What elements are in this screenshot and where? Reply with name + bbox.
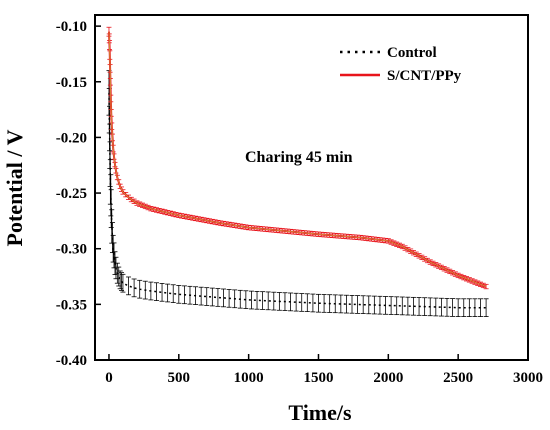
x-tick-label: 2000 [373, 370, 403, 386]
y-tick-label: -0.10 [56, 19, 87, 35]
y-tick-label: -0.25 [56, 186, 87, 202]
legend: Control S/CNT/PPy [340, 45, 462, 84]
y-tick-label: -0.15 [56, 75, 87, 91]
x-tick-label: 2500 [443, 370, 473, 386]
series-line [108, 92, 487, 309]
x-tick-label: 3000 [513, 370, 543, 386]
chart-annotation: Charing 45 min [245, 149, 353, 166]
y-tick-label: -0.20 [56, 130, 87, 146]
y-tick-label: -0.40 [56, 353, 87, 369]
x-tick-label: 500 [168, 370, 191, 386]
y-tick-label: -0.35 [56, 297, 87, 313]
y-tick-label: -0.30 [56, 242, 87, 258]
legend-label: S/CNT/PPy [387, 68, 462, 84]
series-s-cnt-ppy [106, 26, 489, 290]
plot-frame [94, 14, 529, 361]
legend-label: Control [387, 45, 437, 61]
x-axis-title: Time/s [288, 400, 352, 425]
x-tick-label: 0 [105, 370, 113, 386]
x-tick-label: 1000 [234, 370, 264, 386]
y-axis-title: Potential / V [2, 129, 27, 246]
series-line-highlight [108, 31, 487, 287]
x-tick-label: 1500 [303, 370, 333, 386]
series-control [106, 70, 489, 317]
